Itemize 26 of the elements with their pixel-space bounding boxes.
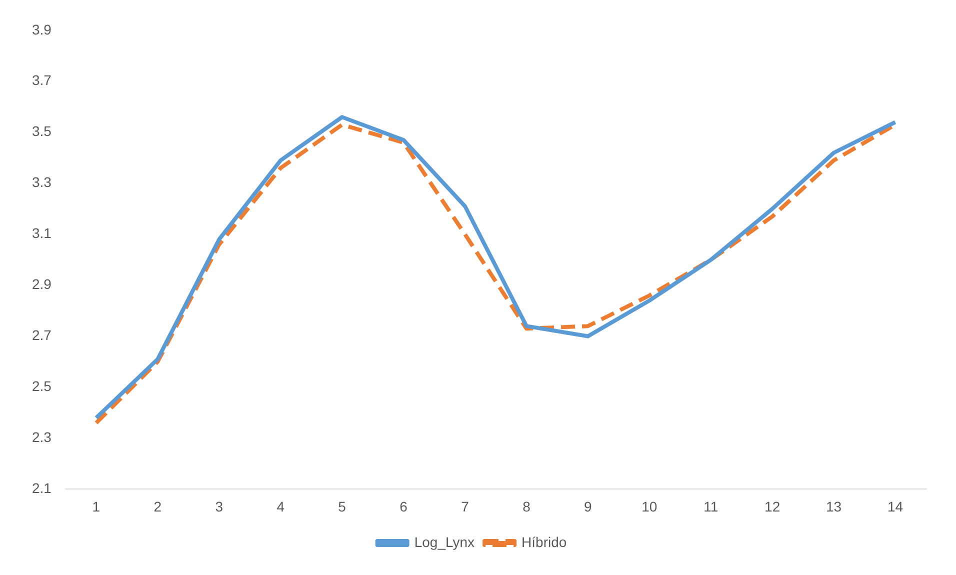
x-tick-label: 4	[276, 498, 285, 514]
y-tick-label: 2.1	[32, 480, 52, 496]
x-tick-label: 13	[826, 498, 842, 514]
x-tick-label: 9	[584, 498, 592, 514]
x-tick-label: 7	[461, 498, 470, 514]
x-tick-label: 14	[887, 498, 904, 514]
x-tick-label: 5	[338, 498, 346, 514]
y-tick-label: 3.1	[32, 225, 52, 242]
x-tick-label: 6	[400, 498, 408, 514]
x-tick-label: 3	[215, 498, 224, 514]
y-tick-label: 2.5	[32, 378, 52, 394]
y-tick-label: 3.3	[32, 174, 52, 190]
y-tick-label: 3.5	[32, 123, 52, 140]
legend-label: Log_Lynx	[414, 534, 475, 550]
x-tick-label: 8	[522, 498, 531, 514]
y-tick-label: 3.7	[32, 72, 52, 88]
legend-label: Híbrido	[522, 534, 567, 550]
y-tick-label: 2.7	[32, 327, 52, 344]
x-tick-label: 10	[642, 498, 658, 514]
y-tick-label: 3.9	[32, 21, 52, 38]
x-tick-label: 11	[704, 498, 718, 514]
x-tick-label: 12	[764, 498, 780, 514]
y-tick-label: 2.3	[32, 429, 52, 446]
y-tick-label: 2.9	[32, 276, 52, 292]
x-tick-label: 2	[154, 498, 162, 514]
x-tick-label: 1	[92, 498, 100, 514]
